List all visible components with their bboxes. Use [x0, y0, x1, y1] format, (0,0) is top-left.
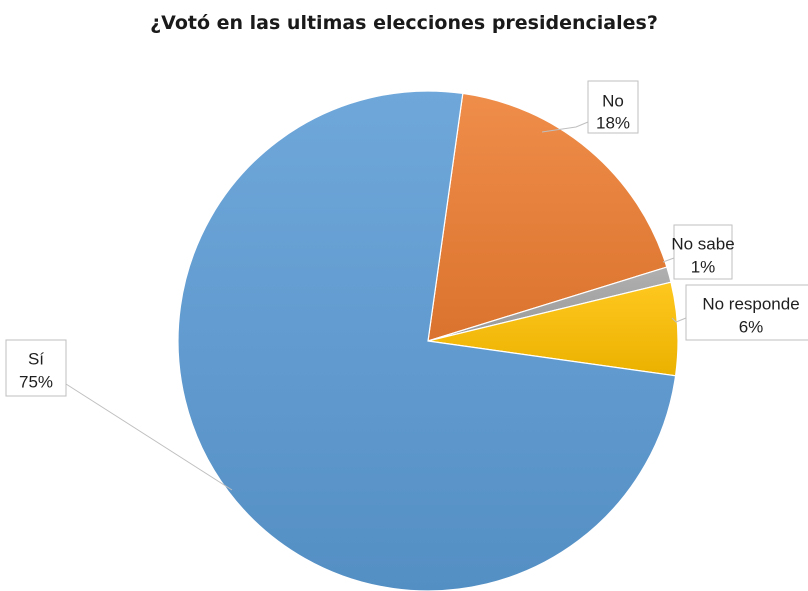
leader-line-no [541, 121, 589, 133]
data-label-no-sabe: No sabe 1% [671, 224, 735, 280]
data-label-category: No responde [702, 294, 799, 313]
leader-lines [65, 121, 687, 491]
pie-slices [177, 90, 679, 591]
leader-line-no-responde [671, 317, 687, 323]
leader-line-no-sabe [662, 257, 675, 263]
data-label-value: 6% [739, 317, 764, 336]
chart-title: ¿Votó en las ultimas elecciones presiden… [150, 12, 658, 34]
data-label-category: No sabe [671, 234, 734, 253]
data-label-value: 75% [19, 372, 53, 391]
data-labels: No 18% No sabe 1% No responde 6% Sí 75% [5, 80, 808, 397]
pie-slice-si [177, 90, 677, 591]
data-label-no-responde: No responde 6% [685, 284, 808, 341]
data-label-si: Sí 75% [5, 339, 67, 397]
data-label-box [587, 80, 639, 134]
data-label-value: 18% [596, 113, 630, 132]
data-label-value: 1% [691, 257, 716, 276]
leader-line-si [65, 383, 233, 491]
data-label-category: No [602, 91, 624, 110]
data-label-category: Sí [28, 349, 44, 368]
data-label-box [673, 224, 733, 280]
data-label-box [5, 339, 67, 397]
data-label-no: No 18% [587, 80, 639, 134]
pie-slice-no [427, 92, 668, 342]
data-label-box [685, 284, 808, 341]
